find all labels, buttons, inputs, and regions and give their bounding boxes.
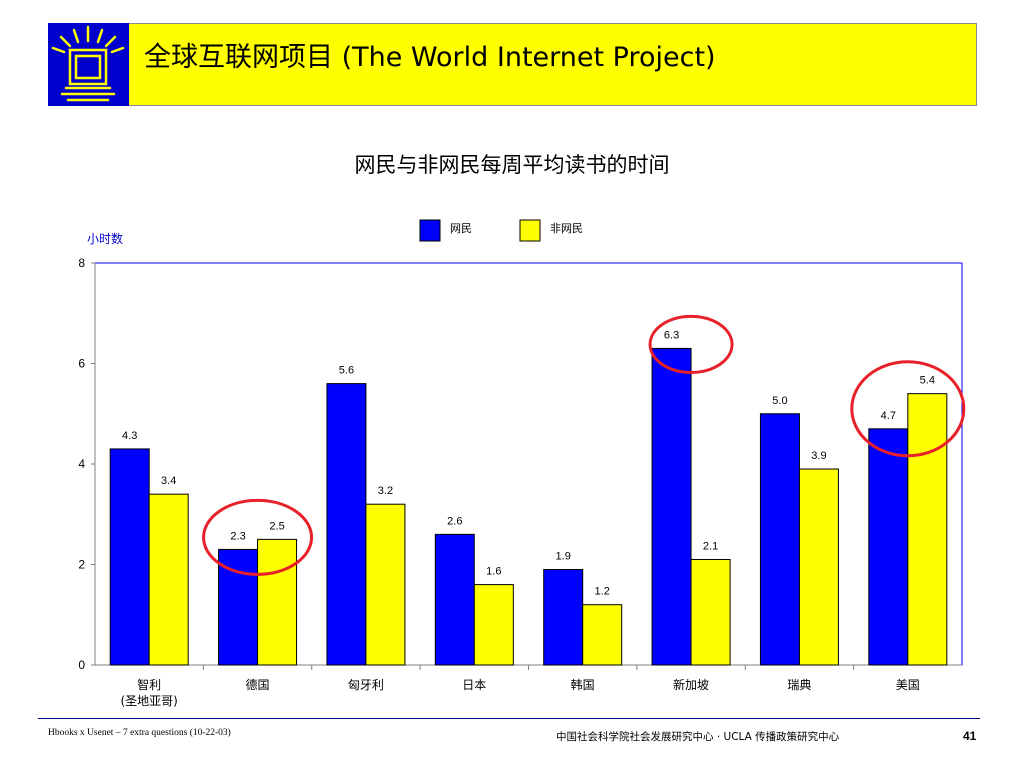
highlight-circle	[648, 314, 734, 374]
data-label: 1.2	[595, 586, 610, 598]
category-label: 德国	[246, 677, 270, 692]
y-tick-label: 4	[78, 457, 85, 471]
bar-internet-users	[326, 383, 367, 666]
data-label: 4.7	[881, 410, 896, 422]
category-label: 匈牙利	[348, 678, 384, 692]
y-tick-label: 2	[78, 558, 85, 572]
bar-internet-users	[759, 413, 800, 666]
data-label: 3.4	[161, 475, 176, 487]
data-label: 3.2	[378, 485, 393, 497]
data-label: 2.3	[230, 530, 245, 542]
data-label: 5.0	[772, 395, 787, 407]
footer-divider	[38, 718, 980, 719]
highlight-circle	[202, 498, 314, 576]
data-label: 1.6	[486, 566, 501, 578]
data-label: 5.6	[339, 365, 354, 377]
category-label: 瑞典	[787, 678, 811, 692]
bar-non-users	[473, 584, 514, 666]
data-label: 5.4	[920, 375, 935, 387]
bar-internet-users	[868, 428, 909, 666]
footer-organizations: 中国社会科学院社会发展研究中心 · UCLA 传播政策研究中心	[556, 731, 840, 743]
bar-internet-users	[434, 533, 475, 666]
y-tick-label: 0	[78, 658, 85, 672]
rising-sun-window-logo-icon	[51, 25, 125, 102]
page-title: 全球互联网项目 (The World Internet Project)	[144, 42, 716, 73]
bar-internet-users	[109, 448, 150, 666]
bar-non-users	[582, 604, 623, 666]
footer-source: Hbooks x Usenet – 7 extra questions (10-…	[48, 728, 231, 738]
data-label: 2.6	[447, 515, 462, 527]
data-label: 6.3	[664, 329, 679, 341]
data-label: 1.9	[556, 551, 571, 563]
data-label: 2.5	[269, 520, 284, 532]
highlight-circle	[850, 360, 966, 458]
legend-swatch-non-users	[519, 219, 541, 242]
legend-swatch-internet-users	[419, 219, 441, 242]
title-banner	[48, 23, 977, 106]
y-axis-label: 小时数	[87, 231, 123, 246]
bar-internet-users	[218, 548, 259, 666]
bar-non-users	[365, 503, 406, 666]
data-label: 2.1	[703, 540, 718, 552]
bar-internet-users	[543, 569, 584, 666]
y-tick-label: 8	[78, 256, 85, 270]
bar-non-users	[148, 493, 189, 666]
bar-non-users	[257, 538, 298, 666]
y-tick-label: 6	[78, 357, 85, 371]
category-label: 韩国	[571, 677, 595, 692]
data-label: 3.9	[811, 450, 826, 462]
data-label: 4.3	[122, 430, 137, 442]
category-label: 日本	[462, 678, 486, 692]
category-label: 新加坡	[673, 677, 709, 692]
legend-label-internet-users: 网民	[450, 222, 472, 235]
logo	[48, 23, 129, 106]
chart-title: 网民与非网民每周平均读书的时间	[354, 153, 670, 177]
bar-non-users	[690, 558, 731, 666]
bar-internet-users	[651, 347, 692, 666]
category-label: 美国	[896, 678, 920, 692]
category-label: (圣地亚哥)	[121, 694, 178, 708]
bar-non-users	[907, 393, 948, 666]
page-number: 41	[963, 729, 977, 743]
bar-non-users	[798, 468, 839, 666]
category-label: 智利	[137, 677, 161, 692]
legend-label-non-users: 非网民	[550, 222, 583, 235]
